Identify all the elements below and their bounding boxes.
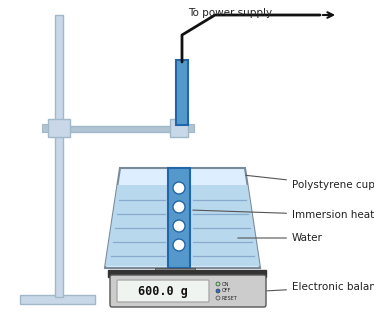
Text: Immersion heater: Immersion heater xyxy=(193,210,374,220)
Bar xyxy=(108,270,266,277)
Text: ON: ON xyxy=(222,282,230,287)
Text: To power supply: To power supply xyxy=(188,8,272,18)
Polygon shape xyxy=(105,185,260,266)
Circle shape xyxy=(173,220,185,232)
Circle shape xyxy=(173,182,185,194)
Bar xyxy=(188,124,194,132)
Text: 600.0 g: 600.0 g xyxy=(138,284,188,298)
Bar xyxy=(42,124,48,132)
Text: RESET: RESET xyxy=(222,296,238,300)
Bar xyxy=(155,268,195,276)
Polygon shape xyxy=(105,168,260,268)
Circle shape xyxy=(216,289,220,293)
Text: Electronic balance: Electronic balance xyxy=(267,282,374,292)
Bar xyxy=(170,119,188,137)
Text: Water: Water xyxy=(238,233,323,243)
Text: OFF: OFF xyxy=(222,289,231,293)
Text: Polystyrene cup: Polystyrene cup xyxy=(246,175,374,190)
FancyBboxPatch shape xyxy=(117,280,209,302)
Bar xyxy=(48,119,70,137)
Bar xyxy=(55,15,63,297)
Circle shape xyxy=(216,296,220,300)
Circle shape xyxy=(216,282,220,286)
FancyBboxPatch shape xyxy=(110,275,266,307)
Bar xyxy=(168,168,190,268)
Bar xyxy=(20,295,95,304)
Bar xyxy=(59,126,178,132)
Circle shape xyxy=(173,239,185,251)
Circle shape xyxy=(173,201,185,213)
Bar xyxy=(176,60,188,125)
